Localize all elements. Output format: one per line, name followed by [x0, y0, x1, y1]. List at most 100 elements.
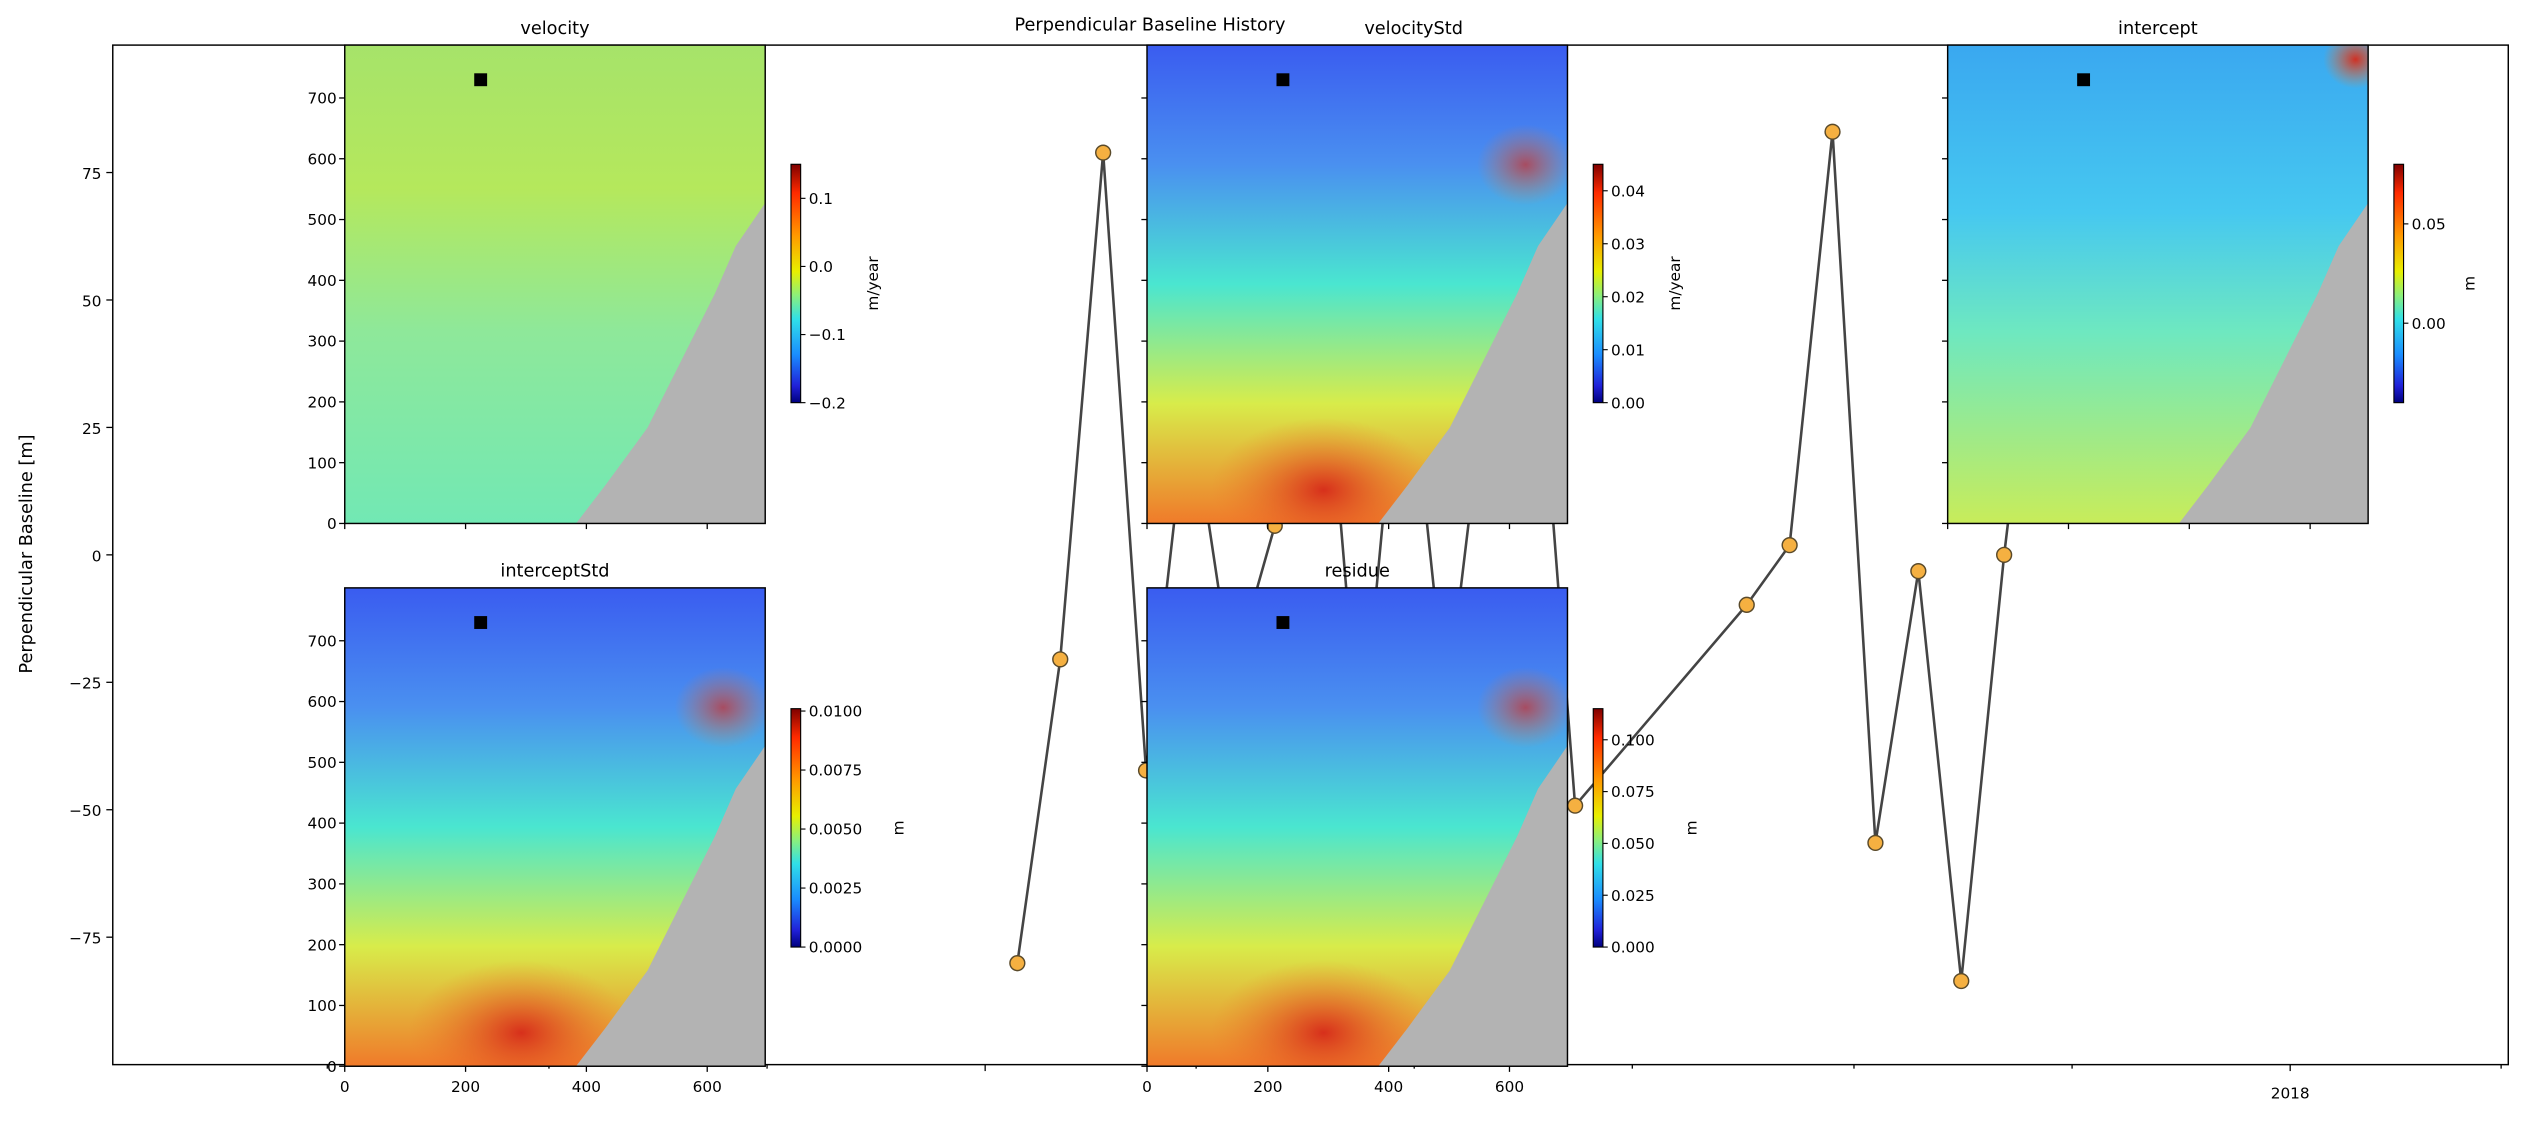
map-image [344, 45, 766, 524]
panel-x-tick-label: 400 [1374, 1078, 1403, 1096]
x-tick-label: 2018 [2271, 1084, 2310, 1102]
colorbar [2393, 163, 2405, 404]
panel-y-tick-label: 400 [307, 272, 336, 290]
panel-y-tick-label: 300 [307, 876, 336, 894]
panel-x-tick-label: 600 [693, 1078, 722, 1096]
y-axis-label: Perpendicular Baseline [m] [17, 435, 37, 674]
panel-velocity: velocity 0 100 200 300 400 500 600 700 0.1 0.0 −0.1… [307, 19, 881, 533]
colorbar-tick-label: 0.000 [1611, 939, 1655, 957]
panel-y-tick-label: 0 [327, 1058, 337, 1076]
y-tick-label: 50 [82, 292, 101, 310]
map-image [1147, 587, 1568, 1067]
map-image [1947, 45, 2369, 524]
no-data-region [1378, 745, 1568, 1067]
panel-y-tick-label: 100 [307, 454, 336, 472]
baseline-point[interactable] [1566, 797, 1584, 814]
panel-y-tick-label: 200 [307, 394, 336, 412]
no-data-region [2178, 202, 2369, 524]
baseline-point[interactable] [1996, 546, 2013, 563]
no-data-region [1378, 202, 1568, 524]
colorbar-label: m/year [864, 256, 882, 311]
colorbar-tick-label: 0.025 [1611, 887, 1655, 905]
y-tick-label: 75 [82, 165, 101, 183]
main-chart-title: Perpendicular Baseline History [1015, 16, 1286, 36]
colorbar [790, 163, 802, 404]
baseline-history-axes: Perpendicular Baseline History Perpendicu… [17, 16, 2510, 1102]
panel-frame [344, 44, 766, 525]
colorbar-tick-label: 0.03 [1611, 235, 1645, 253]
colorbar-tick-label: 0.0050 [809, 821, 863, 839]
y-tick-label: −25 [69, 675, 101, 693]
colorbar-tick-label: 0.100 [1611, 731, 1655, 749]
baseline-point[interactable] [1867, 834, 1884, 852]
colorbar-tick-label: −0.2 [809, 394, 846, 412]
baseline-point[interactable] [1910, 563, 1927, 580]
no-data-region [576, 745, 766, 1067]
baseline-point[interactable] [1095, 144, 1112, 161]
colorbar-tick-label: 0.00 [2412, 315, 2446, 333]
panel-x-tick-label: 200 [1253, 1078, 1282, 1096]
panel-y-tick-label: 500 [307, 754, 336, 772]
panel-frame [1146, 44, 1569, 525]
y-tick-label: 25 [82, 420, 101, 438]
panel-title: interceptStd [500, 562, 609, 582]
colorbar [1592, 708, 1604, 948]
baseline-point[interactable] [1781, 537, 1798, 554]
colorbar-tick-label: 0.01 [1611, 341, 1645, 359]
baseline-point[interactable] [1738, 596, 1755, 613]
panel-y-tick-label: 700 [307, 632, 336, 650]
colorbar [790, 708, 802, 948]
baseline-point[interactable] [1052, 651, 1069, 668]
panel-x-tick-label: 200 [451, 1078, 480, 1096]
panel-y-tick-label: 600 [307, 693, 336, 711]
y-tick-label: −75 [69, 930, 101, 948]
panel-title: velocity [520, 19, 589, 39]
panel-y-tick-label: 200 [307, 936, 336, 954]
colorbar-tick-label: 0.0 [809, 258, 833, 276]
baseline-point[interactable] [1009, 955, 1026, 972]
panel-residue: residue 0 200 400 600 0.100 0.075 0.050 0.025 0.0… [1141, 562, 1700, 1096]
reference-point-marker [474, 616, 488, 629]
no-data-region [576, 202, 766, 524]
panel-velocityStd: velocityStd 0.04 0.03 0.02 0.01 0.00 m/year [1141, 19, 1684, 530]
panel-x-tick-label: 0 [340, 1078, 350, 1096]
colorbar-tick-label: 0.05 [2412, 216, 2446, 234]
panel-y-tick-label: 600 [307, 150, 336, 168]
colorbar-tick-label: 0.1 [809, 190, 833, 208]
baseline-point[interactable] [1953, 972, 1970, 990]
panel-y-tick-label: 700 [307, 90, 336, 108]
y-tick-label: 0 [92, 547, 102, 565]
panel-title: intercept [2118, 19, 2198, 39]
panel-frame [344, 587, 766, 1067]
colorbar-label: m [2460, 276, 2478, 291]
panel-x-tick-label: 600 [1495, 1078, 1524, 1096]
panel-x-tick-label: 400 [572, 1078, 601, 1096]
panel-frame [1946, 44, 2369, 525]
panel-y-tick-label: 500 [307, 211, 336, 229]
colorbar-label: m/year [1666, 256, 1684, 311]
map-image [344, 587, 766, 1067]
colorbar-tick-label: 0.02 [1611, 288, 1645, 306]
panel-y-tick-label: 300 [307, 333, 336, 351]
panel-title: velocityStd [1364, 19, 1463, 39]
colorbar-tick-label: 0.0000 [809, 939, 863, 957]
panel-y-tick-label: 400 [307, 815, 336, 833]
baseline-point[interactable] [1824, 123, 1841, 140]
panel-intercept: intercept 0.05 0.00 m [1942, 19, 2478, 530]
panel-frame [1146, 587, 1569, 1067]
y-tick-label: −50 [69, 802, 101, 820]
colorbar-tick-label: 0.0100 [809, 703, 863, 721]
colorbar-tick-label: 0.00 [1611, 394, 1645, 412]
reference-point-marker [1276, 73, 1290, 87]
map-panels: velocity 0 100 200 300 400 500 600 700 0.1 0.0 −0.1… [307, 19, 2478, 1096]
colorbar-tick-label: −0.1 [809, 326, 846, 344]
panel-title: residue [1325, 562, 1390, 582]
reference-point-marker [1276, 616, 1290, 629]
colorbar-tick-label: 0.0025 [809, 880, 863, 898]
panel-y-tick-label: 100 [307, 997, 336, 1015]
map-image [1147, 45, 1568, 524]
reference-point-marker [2077, 73, 2091, 87]
panel-interceptStd: interceptStd 0 100 200 300 400 500 600 700 0 200 40… [307, 562, 907, 1096]
reference-point-marker [474, 73, 488, 87]
colorbar [1592, 163, 1604, 404]
